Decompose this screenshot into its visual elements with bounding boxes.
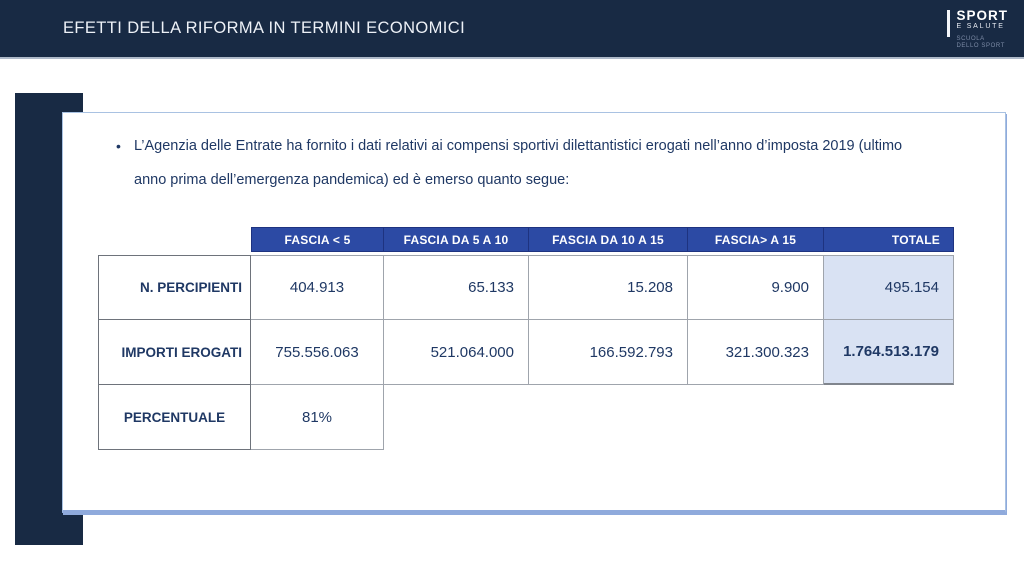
table-empty-cell bbox=[384, 385, 529, 450]
table-cell: 81% bbox=[251, 385, 384, 450]
row-label-importi: IMPORTI EROGATI bbox=[98, 320, 251, 385]
logo-text-block: SPORT E SALUTE SCUOLA DELLO SPORT bbox=[956, 8, 1008, 51]
row-label-percipienti: N. PERCIPIENTI bbox=[98, 255, 251, 320]
table-cell: 404.913 bbox=[251, 255, 384, 320]
column-header-totale: TOTALE bbox=[824, 227, 954, 252]
slide-title: EFETTI DELLA RIFORMA IN TERMINI ECONOMIC… bbox=[63, 19, 466, 37]
table-cell: 755.556.063 bbox=[251, 320, 384, 385]
content-card: • L’Agenzia delle Entrate ha fornito i d… bbox=[62, 112, 1006, 513]
column-header-fascia-5-10: FASCIA DA 5 A 10 bbox=[384, 227, 529, 252]
logo-flag-bar-icon bbox=[947, 10, 951, 37]
column-header-fascia-lt5: FASCIA < 5 bbox=[251, 227, 384, 252]
column-header-fascia-10-15: FASCIA DA 10 A 15 bbox=[529, 227, 688, 252]
table-empty-cell bbox=[529, 385, 688, 450]
table-cell-totale: 1.764.513.179 bbox=[824, 320, 954, 385]
row-label-percentuale: PERCENTUALE bbox=[98, 385, 251, 450]
table-cell: 9.900 bbox=[688, 255, 824, 320]
table-corner-spacer bbox=[98, 227, 251, 255]
table-cell: 15.208 bbox=[529, 255, 688, 320]
compensi-table: FASCIA < 5 FASCIA DA 5 A 10 FASCIA DA 10… bbox=[98, 227, 954, 450]
logo-name: SPORT bbox=[956, 8, 1008, 23]
table-cell: 521.064.000 bbox=[384, 320, 529, 385]
table-cell: 321.300.323 bbox=[688, 320, 824, 385]
table-empty-cell bbox=[688, 385, 824, 450]
bullet-icon: • bbox=[116, 138, 121, 154]
sport-e-salute-logo: SPORT E SALUTE SCUOLA DELLO SPORT bbox=[947, 8, 1008, 51]
column-header-fascia-gt15: FASCIA> A 15 bbox=[688, 227, 824, 252]
table-cell-totale: 495.154 bbox=[824, 255, 954, 320]
slide-header-bar: EFETTI DELLA RIFORMA IN TERMINI ECONOMIC… bbox=[0, 0, 1024, 59]
bullet-paragraph: • L’Agenzia delle Entrate ha fornito i d… bbox=[116, 129, 906, 197]
table-cell: 166.592.793 bbox=[529, 320, 688, 385]
logo-subtitle: E SALUTE bbox=[956, 23, 1005, 31]
table-cell: 65.133 bbox=[384, 255, 529, 320]
logo-org-line2: DELLO SPORT bbox=[956, 43, 1005, 50]
table-empty-cell bbox=[824, 385, 954, 450]
logo-org-line1: SCUOLA bbox=[956, 35, 985, 42]
bullet-text: L’Agenzia delle Entrate ha fornito i dat… bbox=[134, 138, 903, 188]
